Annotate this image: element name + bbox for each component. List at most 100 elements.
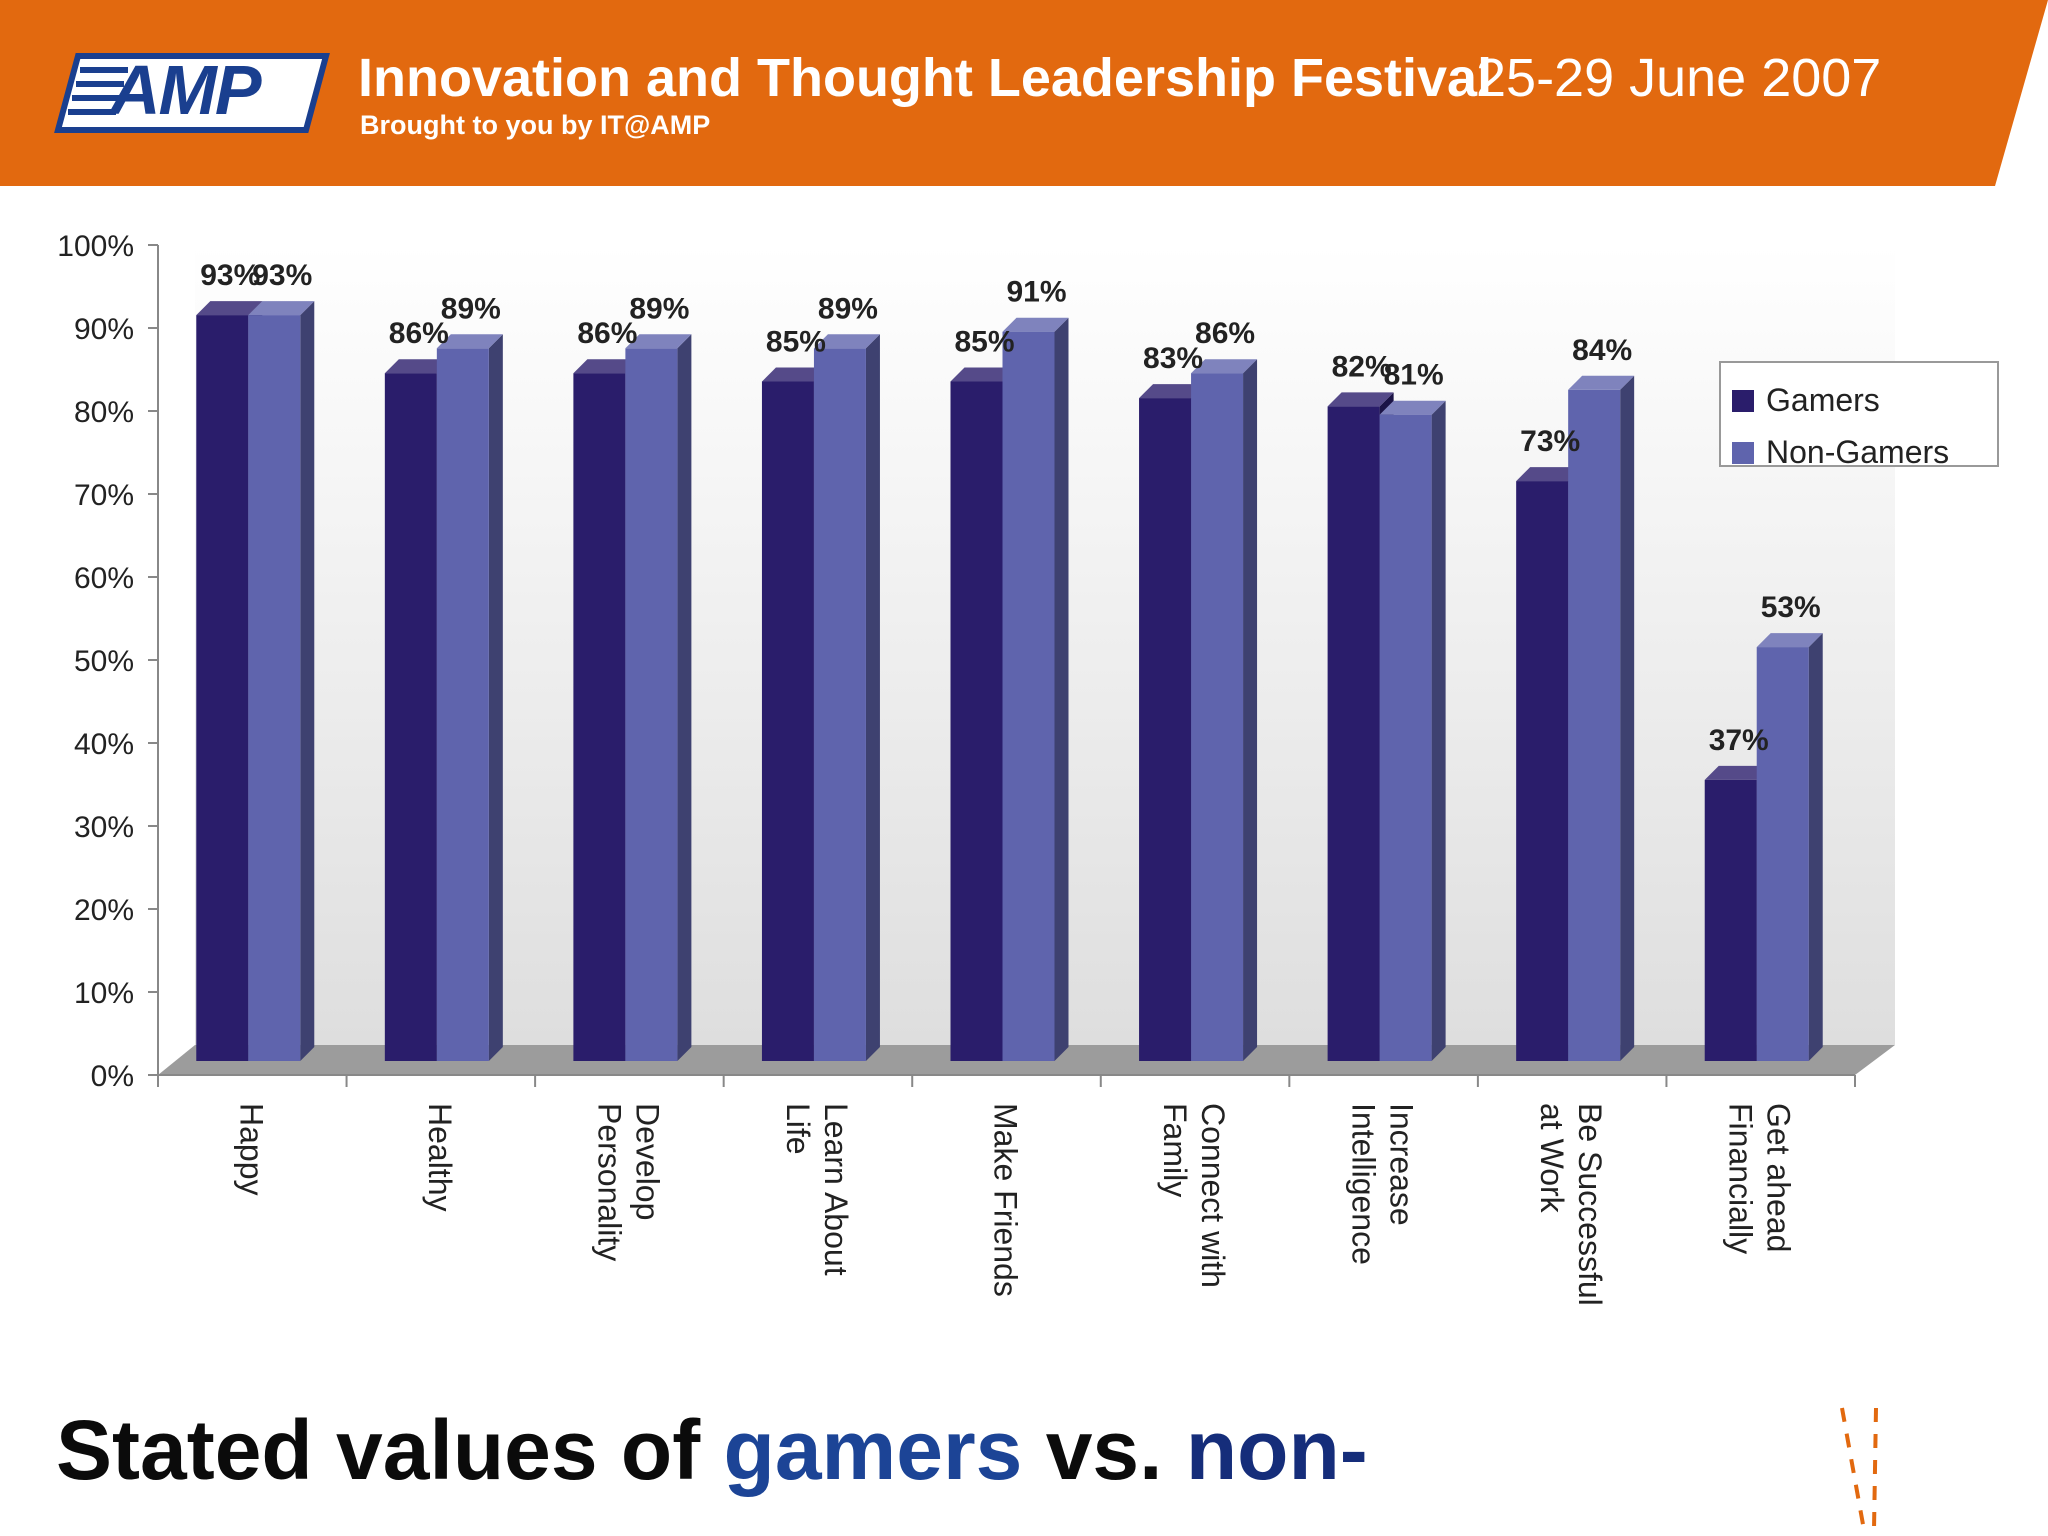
- y-tick-label: 10%: [74, 977, 134, 1010]
- bar-side: [865, 334, 880, 1061]
- bar-top: [625, 334, 692, 349]
- bar-top: [1191, 359, 1258, 374]
- festival-subtitle: Brought to you by IT@AMP: [360, 110, 711, 140]
- bar-gamers: [1704, 779, 1757, 1061]
- bar-top: [1516, 467, 1583, 482]
- value-label: 86%: [1195, 317, 1255, 350]
- bar-gamers: [1139, 398, 1192, 1062]
- category-label: Be Successful: [1572, 1103, 1608, 1306]
- y-tick-label: 80%: [74, 396, 134, 429]
- caption-word-non: non-: [1185, 1403, 1368, 1497]
- value-label: 85%: [766, 326, 826, 359]
- category-label: at Work: [1534, 1103, 1570, 1214]
- category-label: Life: [780, 1103, 816, 1155]
- value-label: 93%: [200, 259, 260, 292]
- legend-label: Gamers: [1766, 382, 1880, 418]
- legend-swatch: [1732, 390, 1754, 412]
- category-label: Personality: [591, 1103, 627, 1261]
- value-label: 73%: [1520, 425, 1580, 458]
- bar-top: [1327, 392, 1394, 407]
- bar-gamers: [384, 373, 437, 1061]
- value-label: 86%: [389, 317, 449, 350]
- bar-side: [300, 301, 315, 1062]
- category-label: Healthy: [422, 1103, 458, 1212]
- bar-top: [436, 334, 503, 349]
- value-label: 93%: [252, 259, 312, 292]
- value-label: 37%: [1709, 724, 1769, 757]
- amp-logo-text: AMP: [110, 51, 262, 129]
- bar-side: [1808, 633, 1823, 1061]
- bar-side: [677, 334, 692, 1061]
- legend-swatch: [1732, 442, 1754, 464]
- value-label: 82%: [1332, 350, 1392, 383]
- category-label: Family: [1157, 1103, 1193, 1197]
- value-label: 91%: [1006, 276, 1066, 309]
- value-label: 53%: [1761, 591, 1821, 624]
- caption-word-gamers: gamers: [723, 1403, 1023, 1497]
- bar-top: [384, 359, 451, 374]
- bar-non-gamers: [813, 348, 866, 1061]
- legend-box: [1719, 361, 1999, 467]
- value-label: 81%: [1384, 359, 1444, 392]
- y-tick-label: 20%: [74, 894, 134, 927]
- bar-non-gamers: [248, 315, 301, 1062]
- y-tick-label: 60%: [74, 562, 134, 595]
- y-tick-label: 50%: [74, 645, 134, 678]
- category-label: Learn About: [818, 1103, 854, 1276]
- category-label: Get ahead: [1761, 1103, 1797, 1252]
- decorative-dashes-icon: [1840, 1407, 1878, 1531]
- bar-top: [1002, 317, 1069, 332]
- festival-dates: 25-29 June 2007: [1476, 48, 1882, 108]
- bar-side: [1431, 400, 1446, 1061]
- y-tick-label: 100%: [57, 230, 134, 263]
- category-label: Happy: [233, 1103, 269, 1196]
- bar-side: [488, 334, 503, 1061]
- bar-top: [1756, 633, 1823, 648]
- bar-gamers: [573, 373, 626, 1061]
- bar-gamers: [1516, 481, 1569, 1062]
- category-label: Connect with: [1195, 1103, 1231, 1288]
- value-label: 89%: [629, 292, 689, 325]
- bar-gamers: [196, 315, 249, 1062]
- category-label: Intelligence: [1346, 1103, 1382, 1265]
- bar-gamers: [761, 381, 814, 1061]
- bar-top: [1568, 375, 1635, 390]
- y-tick-label: 30%: [74, 811, 134, 844]
- y-tick-label: 90%: [74, 313, 134, 346]
- bar-top: [248, 301, 315, 316]
- bar-chart: 0% 10% 20% 30% 40% 50% 60% 70% 80% 90% 100% 93%93%…: [57, 230, 1999, 1306]
- amp-logo: [54, 53, 330, 133]
- bar-non-gamers: [1379, 414, 1432, 1061]
- legend-label: Non-Gamers: [1766, 434, 1949, 470]
- bar-top: [1139, 384, 1206, 399]
- caption-text-2: vs.: [1022, 1403, 1186, 1497]
- caption-text-1: Stated values of: [56, 1403, 724, 1497]
- bar-top: [813, 334, 880, 349]
- bar-non-gamers: [1756, 647, 1809, 1061]
- value-label: 86%: [577, 317, 637, 350]
- bar-top: [573, 359, 640, 374]
- bar-gamers: [950, 381, 1003, 1061]
- value-label: 89%: [818, 292, 878, 325]
- value-label: 85%: [954, 326, 1014, 359]
- bar-top: [950, 367, 1017, 382]
- bar-top: [1704, 765, 1771, 780]
- slide-caption: Stated values of gamers vs. non-: [56, 1400, 1368, 1500]
- y-tick-label: 70%: [74, 479, 134, 512]
- category-label: Financially: [1723, 1103, 1759, 1254]
- y-tick-label: 0%: [91, 1060, 134, 1093]
- banner-background: [0, 0, 2048, 186]
- bar-non-gamers: [1191, 373, 1244, 1061]
- festival-banner: AMP Innovation and Thought Leadership Fe…: [0, 0, 2048, 190]
- bar-top: [1379, 400, 1446, 415]
- festival-title: Innovation and Thought Leadership Festiv…: [358, 48, 1493, 108]
- bar-non-gamers: [436, 348, 489, 1061]
- y-tick-label: 40%: [74, 728, 134, 761]
- bar-side: [1243, 359, 1258, 1061]
- category-label: Develop: [629, 1103, 665, 1220]
- bar-non-gamers: [1568, 389, 1621, 1061]
- bar-top: [196, 301, 263, 316]
- bar-side: [1054, 317, 1069, 1061]
- value-label: 83%: [1143, 342, 1203, 375]
- value-label: 89%: [441, 292, 501, 325]
